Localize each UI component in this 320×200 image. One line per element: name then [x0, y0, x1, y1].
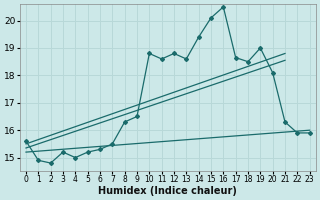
X-axis label: Humidex (Indice chaleur): Humidex (Indice chaleur): [98, 186, 237, 196]
